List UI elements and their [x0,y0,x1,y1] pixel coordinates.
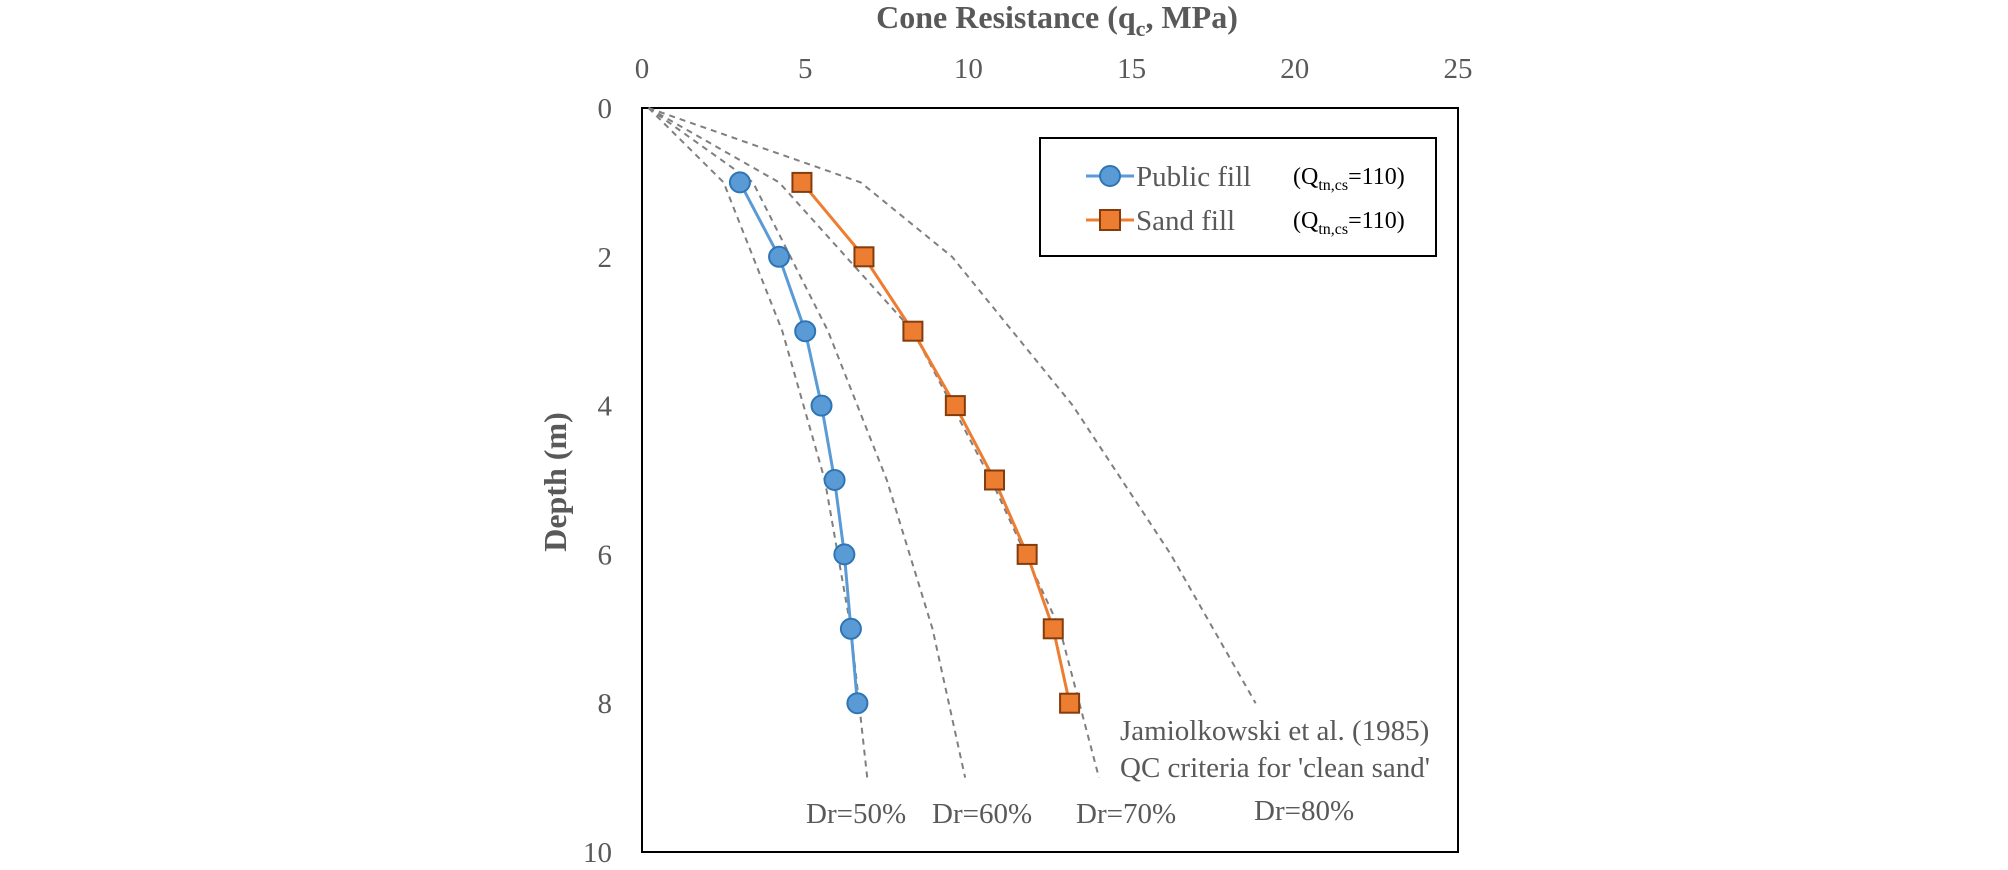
data-point [768,245,791,268]
legend-q-sand-fill: (Qtn,cs=110) [1293,208,1405,238]
data-point [794,320,817,343]
x-tick-labels: 0 5 10 15 20 25 [635,53,1473,85]
data-point [1016,543,1038,565]
data-point [810,394,833,417]
legend: Public fill (Qtn,cs=110) Sand fill (Qtn,… [1039,137,1437,257]
reference-curve [647,107,869,778]
plot-frame [641,107,1459,853]
x-tick-label: 5 [798,53,813,85]
legend-q-public-fill: (Qtn,cs=110) [1293,164,1405,194]
data-point [839,617,862,640]
legend-marker-sand-fill [1099,209,1121,231]
legend-label-public-fill: Public fill [1136,161,1251,193]
data-point [902,320,924,342]
data-point [984,469,1006,491]
x-tick-label: 0 [635,53,650,85]
x-tick-label: 20 [1280,53,1309,85]
dr-label-60: Dr=60% [932,798,1032,830]
reference-curve [647,107,967,778]
y-tick-labels: 0 2 4 6 8 10 [583,93,613,869]
data-point [944,395,966,417]
y-tick-label: 4 [598,391,613,423]
data-point [728,171,751,194]
data-point [1059,692,1081,714]
data-point [853,246,875,268]
x-tick-label: 25 [1444,53,1473,85]
reference-curve [648,107,1257,704]
y-tick-label: 6 [598,539,613,571]
y-tick-label: 10 [583,837,612,869]
y-axis-title: Depth (m) [537,412,573,552]
series-line [800,181,1072,704]
x-tick-label: 15 [1117,53,1146,85]
reference-curve [648,107,1100,778]
data-point [846,692,869,715]
series-line [738,181,859,704]
data-series [728,171,1081,715]
dr-label-80: Dr=80% [1254,795,1354,827]
data-point [791,171,813,193]
x-axis-title: Cone Resistance (qc, MPa) [876,0,1238,41]
y-tick-label: 0 [598,93,613,125]
data-point [1042,618,1064,640]
y-tick-label: 2 [598,242,613,274]
annotation-line-1: Jamiolkowski et al. (1985) [1120,715,1429,747]
data-point [823,469,846,491]
legend-box [1039,137,1437,257]
annotation-line-2: QC criteria for 'clean sand' [1120,752,1430,784]
legend-marker-public-fill [1099,165,1121,187]
x-tick-label: 10 [954,53,983,85]
dr-label-70: Dr=70% [1076,798,1176,830]
dr-label-50: Dr=50% [806,798,906,830]
data-point [833,543,856,566]
legend-label-sand-fill: Sand fill [1136,205,1235,237]
y-tick-label: 8 [598,688,613,720]
